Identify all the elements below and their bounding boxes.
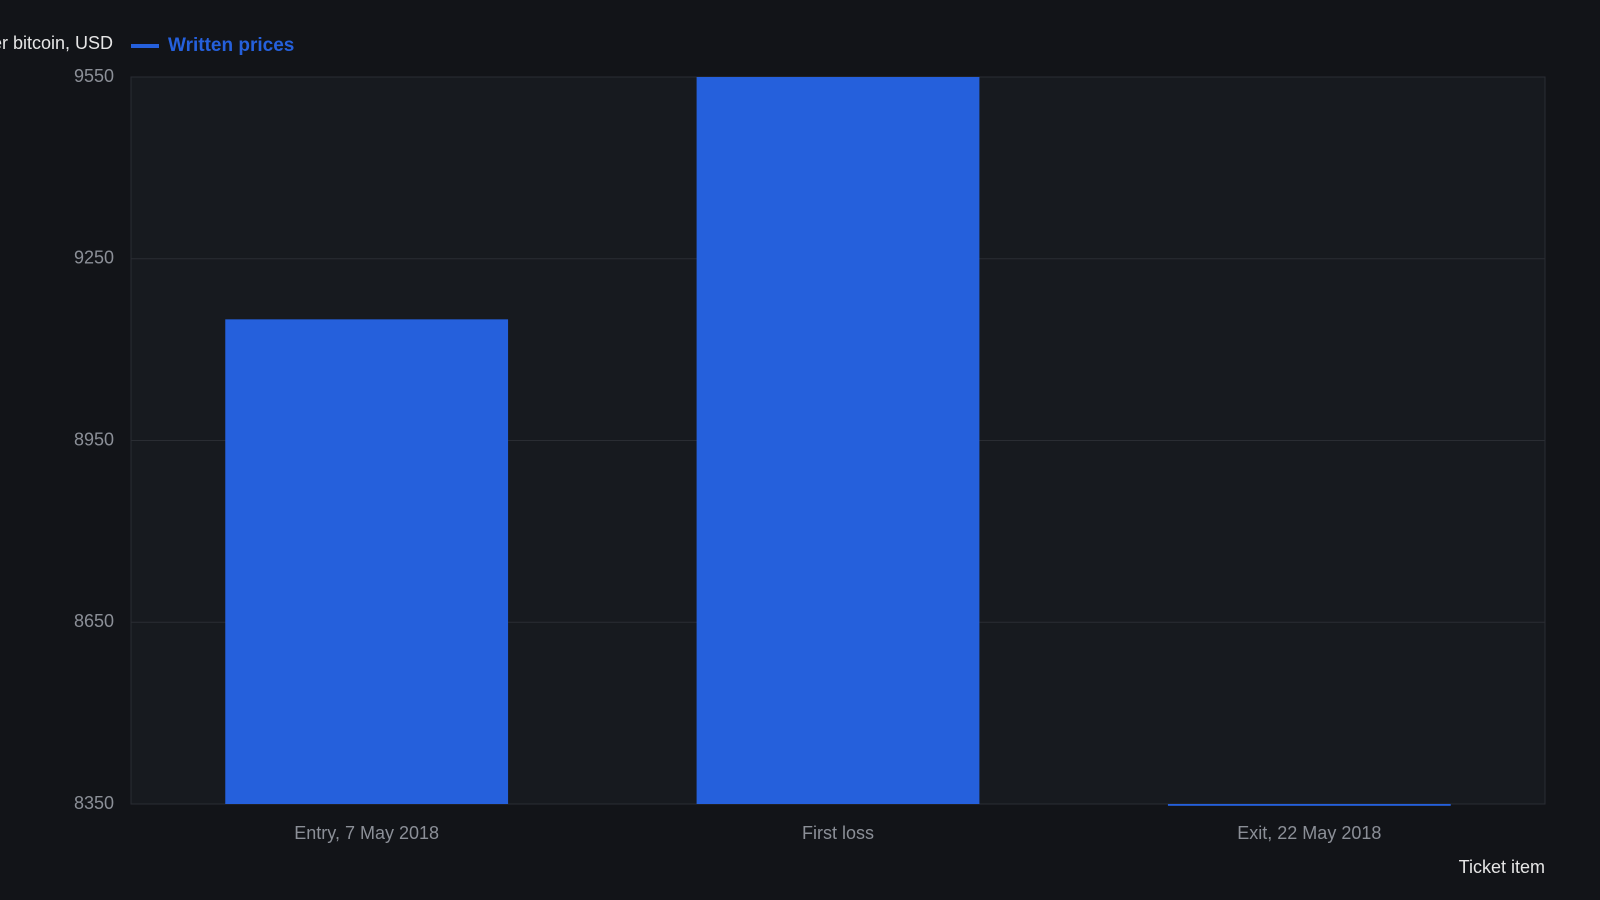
y-tick-label: 9250 xyxy=(74,248,114,268)
x-tick-label: Entry, 7 May 2018 xyxy=(294,823,439,843)
legend-label: Written prices xyxy=(168,35,294,56)
y-axis-title: Price per bitcoin, USD xyxy=(0,33,113,53)
bar xyxy=(225,319,509,804)
bar xyxy=(696,77,980,804)
y-tick-label: 8650 xyxy=(74,611,114,631)
bar xyxy=(1167,804,1451,806)
y-tick-label: 8350 xyxy=(74,793,114,813)
y-tick-label: 9550 xyxy=(74,66,114,86)
x-tick-label: Exit, 22 May 2018 xyxy=(1237,823,1381,843)
x-axis-title: Ticket item xyxy=(1459,857,1545,877)
y-tick-label: 8950 xyxy=(74,429,114,449)
x-tick-label: First loss xyxy=(802,823,874,843)
